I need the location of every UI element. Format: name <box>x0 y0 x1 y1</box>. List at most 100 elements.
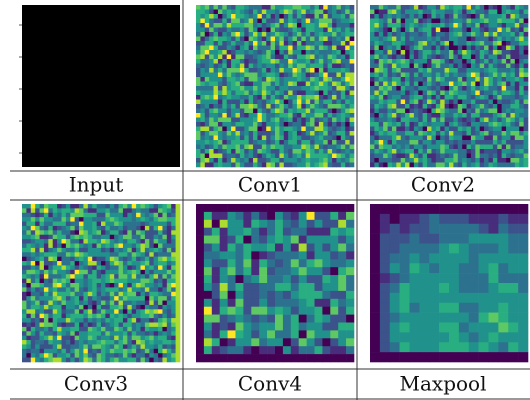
pixel <box>350 109 355 114</box>
pixel <box>123 248 128 253</box>
pixel <box>453 109 458 114</box>
pixel <box>31 204 36 209</box>
pixel <box>310 154 315 159</box>
pixel <box>401 59 406 64</box>
pixel <box>350 158 355 163</box>
pixel <box>519 100 524 105</box>
pixel <box>123 274 128 279</box>
pixel <box>418 127 423 132</box>
pixel <box>222 100 227 105</box>
pixel <box>401 158 406 163</box>
pixel <box>262 109 267 114</box>
pixel <box>222 91 227 96</box>
pixel <box>288 154 293 159</box>
pixel <box>244 109 249 114</box>
pixel <box>414 163 419 168</box>
pixel <box>479 342 489 352</box>
pixel <box>489 234 499 244</box>
pixel <box>101 301 106 306</box>
pixel <box>291 291 299 299</box>
pixel <box>204 283 212 291</box>
pixel <box>70 239 75 244</box>
pixel <box>297 113 302 118</box>
pixel <box>57 270 62 275</box>
pixel <box>480 91 485 96</box>
pixel <box>26 305 31 310</box>
pixel <box>119 353 124 358</box>
pixel <box>410 73 415 78</box>
pixel <box>332 95 337 100</box>
pixel <box>158 318 163 323</box>
pixel <box>171 235 176 240</box>
pixel <box>257 95 262 100</box>
pixel <box>171 340 176 345</box>
pixel <box>176 244 181 249</box>
pixel <box>70 327 75 332</box>
pixel <box>498 342 508 352</box>
pixel <box>379 41 384 46</box>
pixel <box>338 228 346 236</box>
pixel <box>388 68 393 73</box>
pixel <box>262 23 267 28</box>
pixel <box>167 287 172 292</box>
pixel <box>291 244 299 252</box>
pixel <box>515 145 520 150</box>
pixel <box>345 122 350 127</box>
pixel <box>293 19 298 24</box>
pixel <box>332 82 337 87</box>
pixel <box>336 140 341 145</box>
pixel <box>283 267 291 275</box>
pixel <box>332 118 337 123</box>
pixel <box>167 318 172 323</box>
pixel <box>262 19 267 24</box>
pixel <box>493 95 498 100</box>
pixel <box>471 127 476 132</box>
pixel <box>449 59 454 64</box>
pixel <box>396 136 401 141</box>
pixel <box>204 307 212 315</box>
pixel <box>379 37 384 42</box>
pixel <box>297 131 302 136</box>
pixel <box>220 267 228 275</box>
pixel <box>79 270 84 275</box>
pixel <box>524 86 529 91</box>
pixel <box>53 279 58 284</box>
pixel <box>123 314 128 319</box>
pixel <box>388 55 393 60</box>
pixel <box>475 140 480 145</box>
pixel <box>167 353 172 358</box>
pixel <box>346 212 354 220</box>
pixel <box>299 220 307 228</box>
pixel <box>176 292 181 297</box>
pixel <box>370 342 380 352</box>
pixel <box>214 149 219 154</box>
pixel <box>240 131 245 136</box>
pixel <box>162 331 167 336</box>
pixel <box>31 248 36 253</box>
pixel <box>200 95 205 100</box>
pixel <box>350 46 355 51</box>
pixel <box>283 244 291 252</box>
pixel <box>57 235 62 240</box>
pixel <box>297 50 302 55</box>
pixel <box>196 131 201 136</box>
pixel <box>396 19 401 24</box>
pixel <box>310 77 315 82</box>
pixel <box>489 204 499 214</box>
pixel <box>227 140 232 145</box>
pixel <box>244 55 249 60</box>
pixel <box>328 149 333 154</box>
pixel <box>439 332 449 342</box>
pixel <box>519 41 524 46</box>
pixel <box>323 10 328 15</box>
pixel <box>341 64 346 69</box>
pixel <box>291 220 299 228</box>
pixel <box>498 283 508 293</box>
pixel <box>392 73 397 78</box>
pixel <box>322 267 330 275</box>
pixel <box>275 204 283 212</box>
pixel <box>262 86 267 91</box>
pixel <box>228 338 236 346</box>
pixel <box>75 252 80 257</box>
pixel <box>449 19 454 24</box>
